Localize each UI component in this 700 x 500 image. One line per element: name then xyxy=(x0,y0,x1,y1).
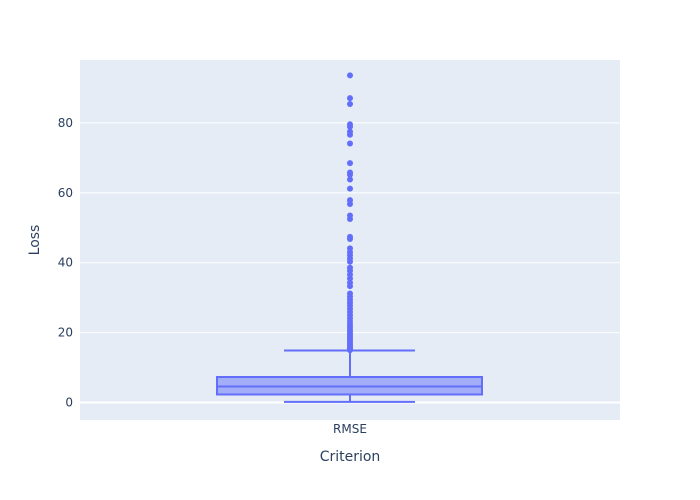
outlier-point-36 xyxy=(347,233,353,240)
outlier-point-52 xyxy=(347,95,353,102)
x-axis-title: Criterion xyxy=(320,449,381,465)
outlier-point-53 xyxy=(347,72,353,79)
outlier-point-48 xyxy=(347,128,353,135)
outlier-point-23 xyxy=(347,290,353,297)
outlier-point-41 xyxy=(347,185,353,192)
outlier-point-40 xyxy=(347,197,353,204)
y-tick-labels: 0 20 40 60 80 xyxy=(58,116,73,410)
outlier-point-34 xyxy=(347,245,353,252)
outlier-point-44 xyxy=(347,169,353,176)
outlier-point-42 xyxy=(347,176,353,183)
y-tick-label-0: 0 xyxy=(65,396,73,410)
outlier-point-25 xyxy=(347,279,353,286)
outlier-point-38 xyxy=(347,212,353,219)
outlier-points xyxy=(347,72,353,354)
y-axis-title: Loss xyxy=(27,225,43,256)
y-tick-label-60: 60 xyxy=(58,186,73,200)
outlier-point-45 xyxy=(347,160,353,167)
x-tick-label-rmse: RMSE xyxy=(333,422,367,436)
y-tick-label-80: 80 xyxy=(58,116,73,130)
outlier-point-51 xyxy=(347,101,353,108)
outlier-point-46 xyxy=(347,140,353,147)
outlier-point-29 xyxy=(347,264,353,271)
y-tick-label-20: 20 xyxy=(58,326,73,340)
rmse-box xyxy=(216,349,483,403)
y-tick-label-40: 40 xyxy=(58,256,73,270)
outlier-point-50 xyxy=(347,121,353,128)
